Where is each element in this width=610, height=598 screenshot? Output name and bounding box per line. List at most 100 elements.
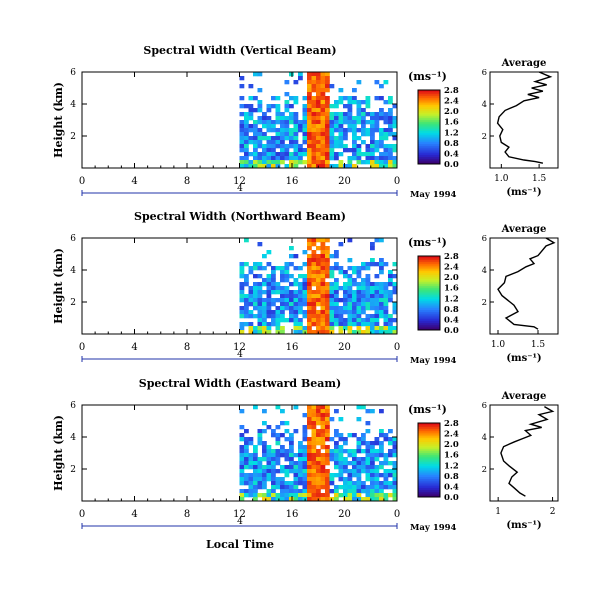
heatmap-cell [280,421,285,426]
heatmap-cell [307,92,312,97]
heatmap-cell [352,302,357,307]
heatmap-cell [257,116,263,121]
heatmap-cell [239,160,245,165]
heatmap-cell [266,294,272,299]
heatmap-cell [262,306,267,311]
heatmap-cell [392,136,398,141]
heatmap-cell [325,445,330,450]
heatmap-cell [347,326,353,331]
heatmap-cell [248,465,254,470]
heatmap-cell [343,493,348,498]
heatmap-cell [248,112,254,117]
colorbar-segment [418,265,440,268]
heatmap-cell [374,465,380,470]
heatmap-cell [271,485,276,490]
heatmap-cell [374,481,380,486]
heatmap-cell [379,258,384,263]
heatmap-cell [311,437,317,442]
colorbar-segment [418,478,440,481]
heatmap-cell [262,421,267,426]
heatmap-cell [239,282,245,287]
x-tick-label: 8 [184,176,190,187]
colorbar-segment [418,476,440,479]
heatmap-cell [307,120,312,125]
heatmap-cell [239,326,245,331]
heatmap-cell [325,302,330,307]
heatmap-cell [311,465,317,470]
heatmap-cell [262,266,267,271]
heatmap-cell [302,294,308,299]
heatmap-cell [343,104,348,109]
heatmap-cell [383,144,389,149]
colorbar-segment [418,489,440,492]
heatmap-cell [307,96,312,101]
heatmap-cell [307,148,312,153]
heatmap-cell [347,278,353,283]
heatmap-cell [370,140,375,145]
heatmap-cell [307,290,312,295]
heatmap-cell [361,306,366,311]
heatmap-cell [356,477,362,482]
heatmap-cell [289,445,294,450]
heatmap-cell [370,290,375,295]
heatmap-cell [289,294,294,299]
heatmap-cell [379,266,384,271]
heatmap-cell [383,457,389,462]
heatmap-cell [334,314,339,319]
heatmap-cell [392,144,398,149]
heatmap-cell [275,453,281,458]
heatmap-cell [302,298,308,303]
heatmap-cell [271,318,276,323]
heatmap-cell [388,112,393,117]
heatmap-cell [338,445,344,450]
heatmap-cell [392,104,398,109]
heatmap-cell [325,156,330,161]
heatmap-cell [239,449,245,454]
heatmap-cell [361,437,366,442]
heatmap-cell [307,409,312,414]
heatmap-cell [239,270,245,275]
heatmap-cell [293,322,299,327]
heatmap-cell [334,485,339,490]
heatmap-cell [307,469,312,474]
heatmap-cell [374,473,380,478]
heatmap-cell [298,290,303,295]
heatmap-cell [248,124,254,129]
heatmap-cell [338,266,344,271]
heatmap-cell [379,84,384,89]
heatmap-cell [365,282,371,287]
heatmap-cell [334,140,339,145]
heatmap-cell [334,457,339,462]
colorbar-tick-label: 0.4 [444,482,459,492]
heatmap-cell [352,164,357,169]
heatmap-cell [244,449,249,454]
heatmap-cell [257,290,263,295]
heatmap-cell [352,306,357,311]
heatmap-cell [302,465,308,470]
heatmap-cell [298,282,303,287]
heatmap-cell [365,441,371,446]
heatmap-cell [325,282,330,287]
heatmap-cell [392,477,398,482]
heatmap-cell [311,449,317,454]
x-tick-label: 0 [79,176,85,187]
heatmap-cell [253,314,258,319]
colorbar-segment [418,467,440,470]
heatmap-cell [311,493,317,498]
heatmap-cell [253,485,258,490]
heatmap-cell [361,465,366,470]
heatmap-cell [361,322,366,327]
heatmap-cell [347,124,353,129]
heatmap-cell [379,441,384,446]
heatmap-cell [280,128,285,133]
heatmap-cell [370,445,375,450]
heatmap-cell [248,140,254,145]
heatmap-cell [239,84,245,89]
heatmap-cell [248,290,254,295]
heatmap-cell [266,465,272,470]
colorbar-segment [418,432,440,435]
avg-x-tick-label: 1 [495,507,501,517]
heatmap-cell [298,298,303,303]
heatmap-cell [293,306,299,311]
heatmap-cell [356,417,362,422]
